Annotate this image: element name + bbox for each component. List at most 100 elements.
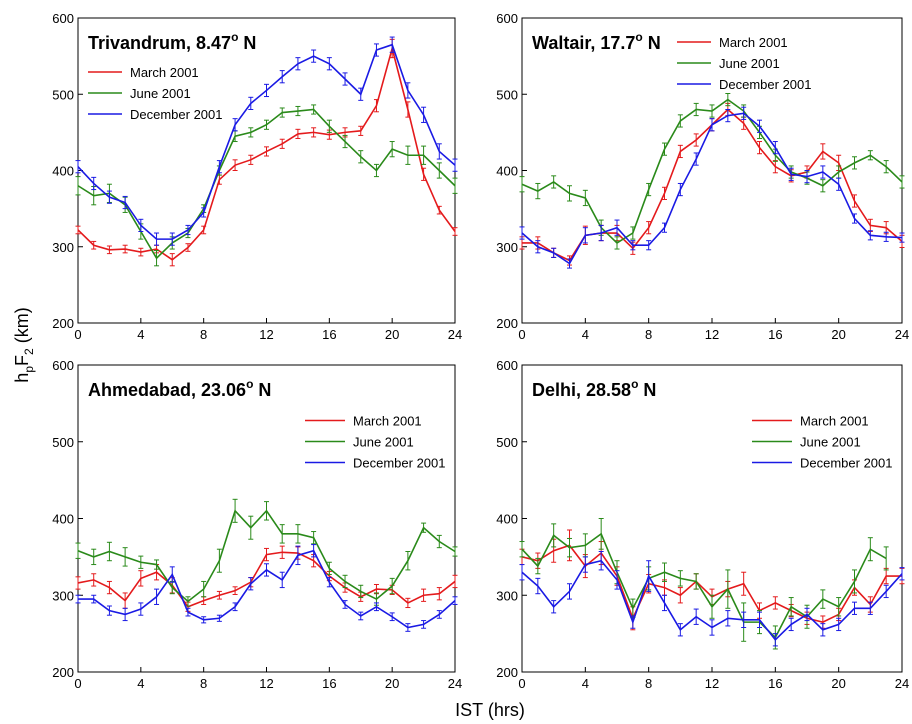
error-bar [91,176,97,191]
error-bar [185,596,191,607]
title-part: o [231,30,238,44]
error-bar [725,610,731,627]
error-bar [264,563,269,577]
error-bar [75,594,81,604]
error-bar [75,576,81,590]
error-bar [646,182,652,197]
error-bar [436,587,442,601]
error-bar [852,194,857,208]
error-bar [122,547,128,567]
error-bar [551,247,557,258]
x-tick-label: 20 [831,676,845,691]
plot-frame [521,17,903,324]
error-bar [405,82,411,99]
error-bar [677,623,683,637]
error-bar [248,154,254,165]
error-bar [867,150,873,161]
error-bar [883,160,889,174]
error-bar [630,615,636,629]
error-bar [373,602,379,612]
y-tick-label: 600 [52,358,74,373]
error-bar [630,240,636,251]
x-axis-label: IST (hrs) [455,700,525,720]
error-bar [820,165,826,179]
error-bar [216,160,222,174]
error-bar [248,577,254,591]
y-tick-label: 400 [52,164,74,179]
error-bar [867,230,873,241]
error-bar [264,83,269,98]
error-bar [295,524,301,544]
error-bar [106,541,112,562]
x-tick-label: 8 [200,676,207,691]
y-tick-label: 600 [496,358,518,373]
error-bar [232,586,238,595]
error-bar [311,104,317,115]
error-bar [772,160,778,174]
error-bar [91,594,97,604]
error-bar [820,623,826,637]
error-bar [389,36,395,53]
legend-label: March 2001 [800,414,869,429]
legend-label: December 2001 [130,107,223,122]
error-bar [106,605,112,616]
error-bar [582,227,588,244]
error-bar [852,601,857,615]
error-bar [75,542,81,559]
error-bar [436,610,442,619]
error-bar [582,556,588,573]
error-bar [551,600,557,614]
error-bar [452,227,458,236]
y-tick-label: 300 [496,588,518,603]
error-bar [693,573,699,590]
error-bar [436,205,442,215]
x-tick-label: 8 [200,327,207,342]
error-bar [326,119,332,133]
error-bar [836,617,842,632]
error-bar [279,524,285,544]
error-bar [232,498,238,523]
error-bar [342,600,348,609]
error-bar [201,225,207,235]
error-bar [154,232,160,246]
error-bar [295,545,301,566]
error-bar [389,577,395,595]
error-bar [405,145,411,165]
y-tick-label: 600 [52,11,74,26]
error-bar [248,96,254,110]
error-bar [185,607,191,617]
error-bar [342,72,348,86]
error-bar [820,589,826,609]
x-tick-label: 4 [582,676,589,691]
y-tick-label: 600 [496,11,518,26]
legend-label: December 2001 [800,456,893,471]
title-part: o [631,377,638,391]
series-line [521,532,887,639]
error-bar [122,195,128,210]
error-bar [169,566,175,583]
x-tick-label: 12 [259,327,273,342]
error-bar [757,119,762,133]
y-label-sub: p [22,366,36,373]
error-bar [535,240,541,254]
error-bar [820,143,826,160]
error-bar [693,608,699,625]
x-tick-label: 4 [582,327,589,342]
error-bar [519,564,525,581]
y-tick-label: 500 [496,87,518,102]
error-bar [598,551,604,571]
error-bar [677,182,683,197]
error-bar [452,158,458,172]
error-bar [279,107,285,118]
error-bar [757,141,762,155]
error-bar [279,545,285,559]
error-bar [519,176,525,193]
error-bar [725,569,731,609]
legend-label: June 2001 [719,56,780,71]
y-label-part: F [12,355,32,366]
error-bar [757,611,762,628]
y-tick-label: 400 [496,164,518,179]
title-part: N [643,33,661,53]
y-tick-label: 500 [52,435,74,450]
series-line [78,549,456,629]
